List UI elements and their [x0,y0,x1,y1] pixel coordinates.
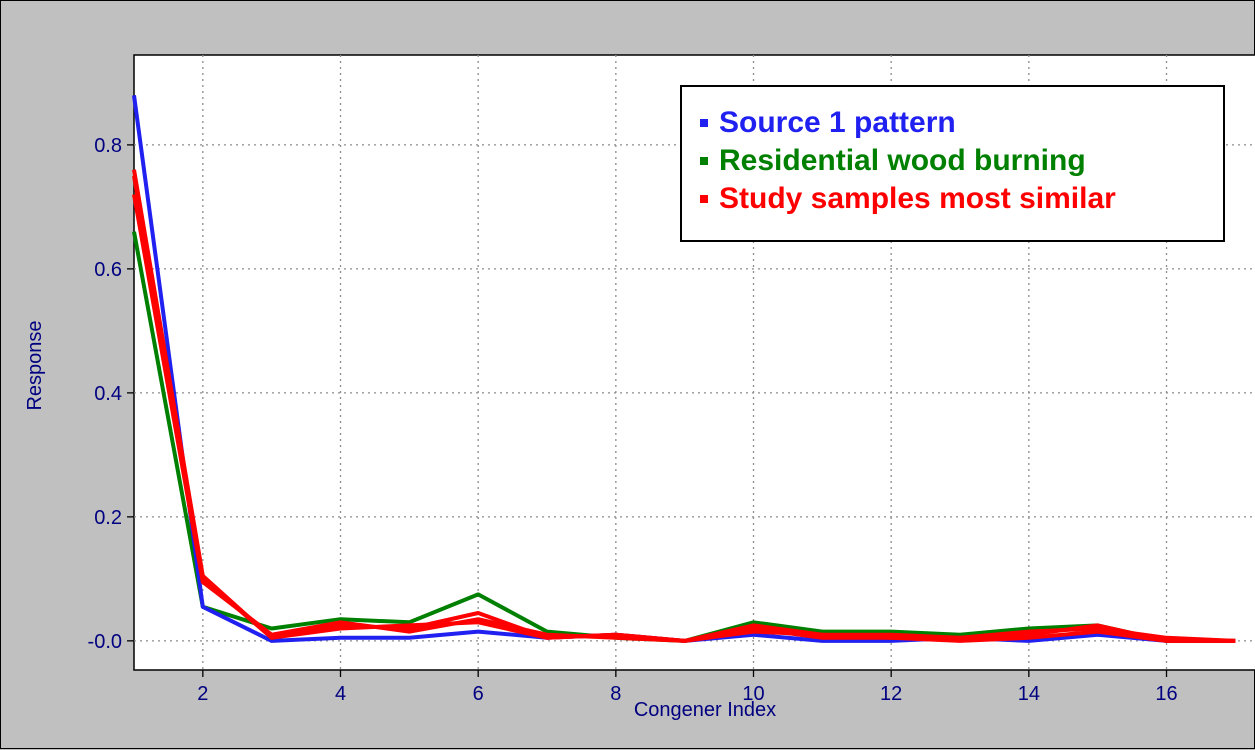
legend-label: Source 1 pattern [719,106,956,139]
legend-marker [700,195,708,203]
grid [134,55,1255,670]
y-tick-label: 0.6 [94,259,122,281]
y-tick-label: 0.4 [94,383,122,405]
series-group [132,95,1236,643]
legend: Source 1 pattern Residential wood burnin… [680,85,1225,242]
y-axis-title: Response [24,320,46,410]
legend-marker [700,119,708,127]
x-tick-label: 12 [880,683,902,705]
legend-item-source-1: Source 1 pattern [700,104,1223,142]
axes: 2 4 6 8 10 12 14 16 -0.0 0.2 0.4 0.6 0.8 [88,135,1178,705]
y-tick-label: -0.0 [88,631,122,653]
x-tick-label: 6 [473,683,484,705]
x-tick-label: 2 [197,683,208,705]
legend-label: Residential wood burning [719,144,1086,177]
legend-marker [700,157,708,165]
x-tick-label: 10 [742,683,764,705]
x-tick-label: 8 [610,683,621,705]
x-axis-title: Congener Index [634,699,776,721]
series-line-study-sample-4 [132,175,1236,643]
legend-item-study-samples: Study samples most similar [700,180,1223,218]
x-tick-label: 16 [1155,683,1177,705]
x-tick-label: 14 [1018,683,1040,705]
y-tick-label: 0.2 [94,507,122,529]
x-tick-label: 4 [335,683,346,705]
legend-item-wood-burning: Residential wood burning [700,142,1223,180]
y-tick-label: 0.8 [94,135,122,157]
legend-label: Study samples most similar [719,182,1116,215]
